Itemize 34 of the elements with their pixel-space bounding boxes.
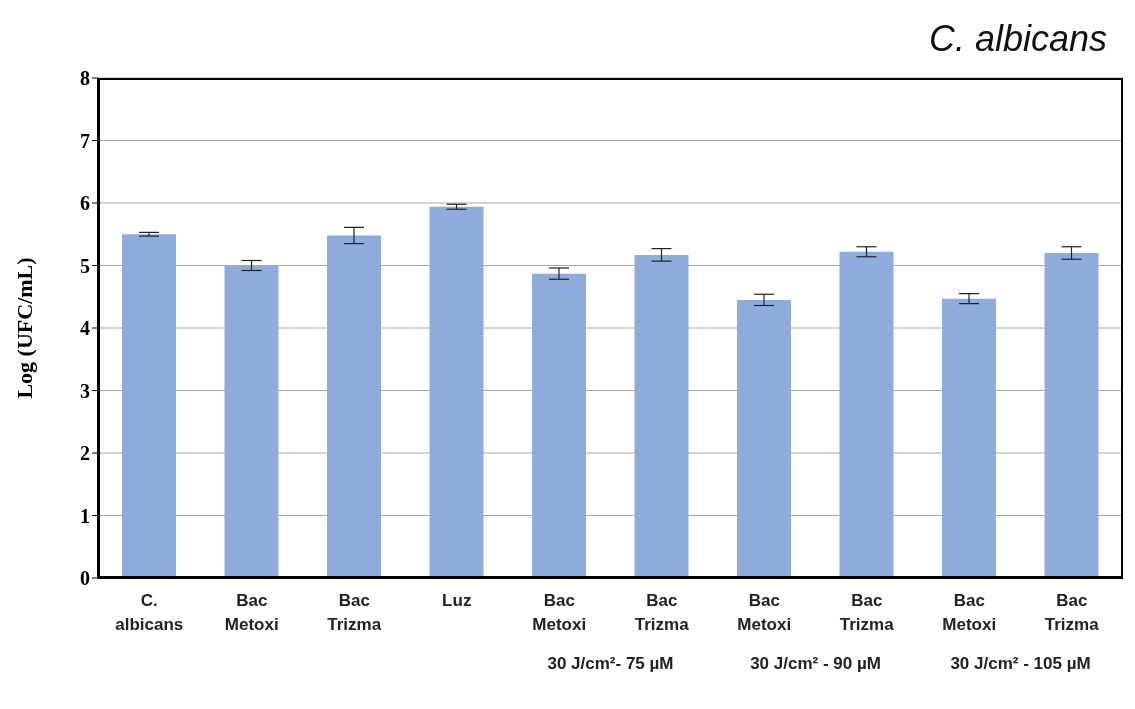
bar bbox=[532, 273, 586, 578]
x-tick-label: Bac Metoxi bbox=[532, 591, 587, 634]
y-tick-label: 4 bbox=[80, 317, 90, 340]
x-tick-label: Bac Trizma bbox=[634, 591, 690, 634]
y-tick-label: 6 bbox=[80, 192, 90, 215]
y-tick-label: 0 bbox=[80, 567, 90, 590]
y-tick-label: 5 bbox=[80, 254, 90, 277]
bar bbox=[942, 298, 996, 578]
text: 30 J/cm² - 90 µM bbox=[749, 654, 882, 674]
bar bbox=[737, 299, 791, 578]
x-tick-label: Bac Metoxi bbox=[942, 591, 997, 634]
x-tick-label: C. albicans bbox=[115, 591, 184, 634]
bar bbox=[634, 254, 689, 578]
text: 30 J/cm² - 105 µM bbox=[949, 654, 1092, 674]
bar bbox=[839, 251, 894, 578]
y-tick-label: 2 bbox=[80, 442, 90, 465]
x-tick-label: Bac Trizma bbox=[327, 591, 382, 634]
x-tick-label: Bac Metoxi bbox=[737, 591, 792, 634]
chart-title: C. albicans bbox=[928, 18, 1107, 60]
x-tick-label: Luz bbox=[442, 591, 472, 610]
bar bbox=[224, 265, 279, 578]
bar bbox=[429, 206, 484, 578]
y-tick-label: 1 bbox=[80, 504, 90, 527]
bar bbox=[122, 234, 176, 578]
y-tick-label: 3 bbox=[80, 379, 90, 402]
x-tick-label: Bac Trizma bbox=[1044, 591, 1100, 634]
x-tick-label: Bac Metoxi bbox=[224, 591, 279, 634]
x-tick-label: Bac Trizma bbox=[839, 591, 895, 634]
y-tick-label: 7 bbox=[80, 129, 90, 152]
y-tick-label: 8 bbox=[80, 67, 90, 90]
text: 30 J/cm²- 75 µM bbox=[546, 654, 675, 674]
bar bbox=[327, 235, 381, 578]
bar bbox=[1044, 253, 1099, 578]
y-axis-title: Log (UFC/mL) bbox=[11, 257, 37, 399]
